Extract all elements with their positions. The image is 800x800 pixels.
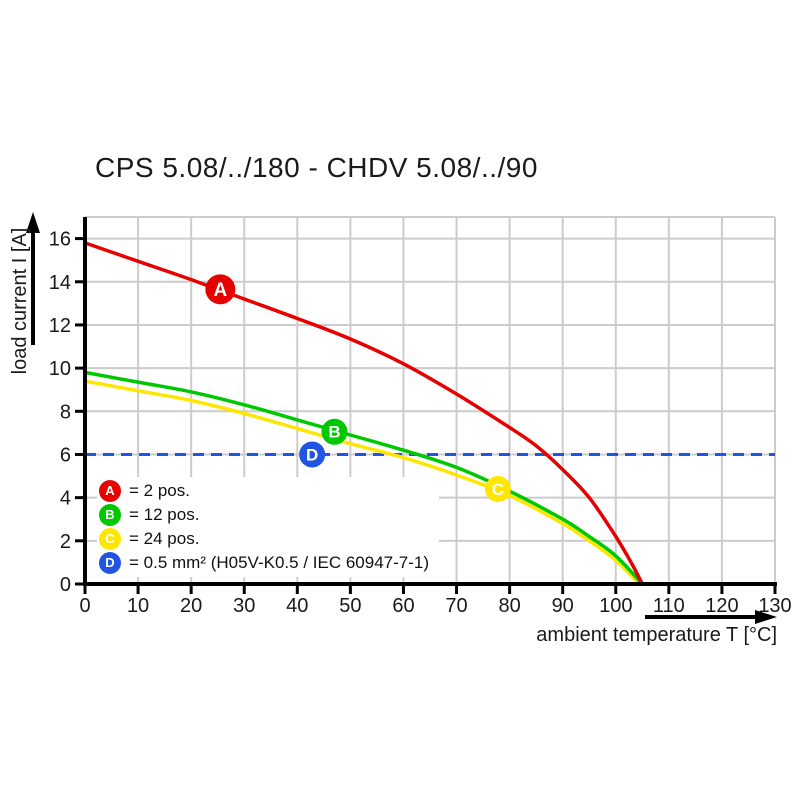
legend-item-b: B = 12 pos.: [99, 503, 429, 527]
x-tick-label: 70: [445, 595, 467, 617]
legend-label-d: = 0.5 mm² (H05V-K0.5 / IEC 60947-7-1): [129, 553, 429, 572]
marker-circle-D: [299, 441, 326, 468]
axes-group: [75, 217, 777, 594]
x-tick-label: 100: [599, 595, 632, 617]
y-tick-label: 16: [49, 229, 71, 251]
marker-circle-B: [321, 418, 348, 445]
y-tick-label: 10: [49, 358, 71, 380]
x-tick-label: 40: [286, 595, 308, 617]
legend-label-a: = 2 pos.: [129, 481, 190, 500]
x-tick-label: 50: [339, 595, 361, 617]
legend-dot-b: B: [99, 504, 121, 526]
y-axis-title: load current I [A]: [9, 227, 31, 375]
x-tick-label: 30: [233, 595, 255, 617]
y-tick-label: 6: [60, 444, 71, 466]
marker-letter-D: D: [306, 445, 318, 464]
curve-B: [83, 370, 645, 586]
marker-letter-B: B: [328, 423, 340, 442]
marker-letter-A: A: [213, 280, 227, 301]
legend: A = 2 pos. B = 12 pos. C = 24 pos. D = 0…: [97, 477, 439, 577]
legend-dot-a: A: [99, 480, 121, 502]
x-tick-label: 80: [498, 595, 520, 617]
marker-circle-C: [484, 476, 511, 503]
y-tick-label: 14: [49, 272, 71, 294]
y-tick-label: 12: [49, 315, 71, 337]
page-title: CPS 5.08/../180 - CHDV 5.08/../90: [95, 152, 538, 183]
x-axis-arrow: [645, 610, 777, 624]
y-tick-label: 4: [60, 488, 71, 510]
legend-dot-d: D: [99, 552, 121, 574]
x-tick-label: 110: [653, 595, 685, 617]
y-axis-arrow: [26, 212, 40, 345]
x-tick-label: 10: [127, 595, 149, 617]
legend-item-c: C = 24 pos.: [99, 527, 429, 551]
y-tick-label: 2: [60, 531, 71, 553]
legend-item-d: D = 0.5 mm² (H05V-K0.5 / IEC 60947-7-1): [99, 551, 429, 575]
x-tick-label: 90: [552, 595, 574, 617]
x-tick-label: 0: [79, 595, 90, 617]
marker-circle-A: [205, 274, 236, 305]
legend-item-a: A = 2 pos.: [99, 479, 429, 503]
markers-group: A B C D: [205, 274, 511, 503]
x-tick-label: 130: [758, 595, 791, 617]
tick-labels-group: 0 10 20 30 40 50 60 70 80 90 100 110 120 130 0 2 4 6 8 10 12…: [49, 229, 792, 617]
legend-label-b: = 12 pos.: [129, 505, 200, 524]
x-axis-title: ambient temperature T [°C]: [536, 624, 777, 646]
legend-dot-c: C: [99, 528, 121, 550]
marker-letter-C: C: [492, 480, 504, 499]
x-tick-label: 60: [392, 595, 414, 617]
curve-C: [83, 379, 642, 586]
y-tick-label: 8: [60, 401, 71, 423]
x-tick-label: 120: [705, 595, 738, 617]
y-tick-label: 0: [60, 574, 71, 596]
legend-label-c: = 24 pos.: [129, 529, 200, 548]
x-tick-label: 20: [180, 595, 202, 617]
